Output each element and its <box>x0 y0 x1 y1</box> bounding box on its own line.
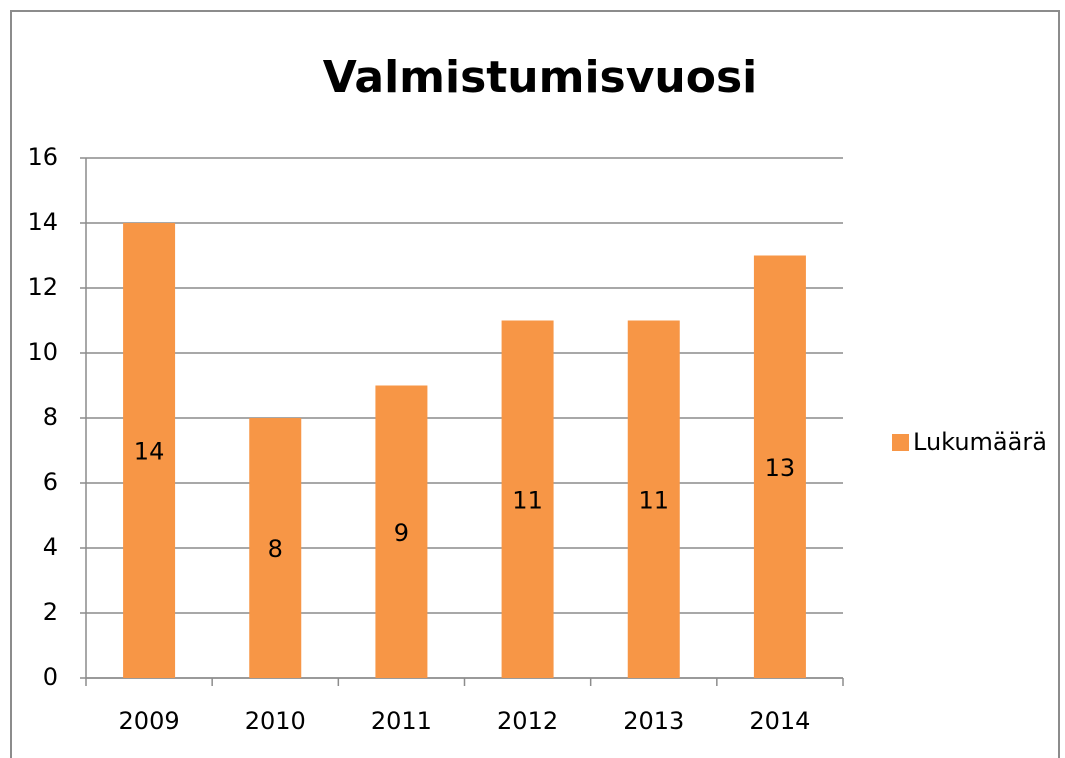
y-tick-label: 0 <box>43 663 58 691</box>
x-tick-label: 2011 <box>371 707 432 735</box>
bar <box>249 418 302 678</box>
data-label: 14 <box>134 438 165 466</box>
chart-title: Valmistumisvuosi <box>323 52 758 103</box>
y-tick-label: 14 <box>27 208 58 236</box>
data-label: 11 <box>638 486 669 514</box>
x-tick-label: 2014 <box>749 707 810 735</box>
y-tick-label: 4 <box>43 533 58 561</box>
y-tick-label: 16 <box>27 143 58 171</box>
chart-frame <box>10 10 1060 758</box>
legend-label: Lukumäärä <box>913 428 1047 456</box>
data-label: 9 <box>394 519 409 547</box>
x-tick-label: 2012 <box>497 707 558 735</box>
data-label: 8 <box>268 535 283 563</box>
data-label: 11 <box>512 486 543 514</box>
bar <box>501 320 554 678</box>
bar <box>627 320 680 678</box>
bar <box>375 385 428 678</box>
y-tick-label: 8 <box>43 403 58 431</box>
legend-swatch <box>892 434 909 451</box>
x-tick-label: 2009 <box>119 707 180 735</box>
bar <box>753 255 806 678</box>
y-tick-label: 6 <box>43 468 58 496</box>
y-tick-label: 12 <box>27 273 58 301</box>
y-tick-label: 2 <box>43 598 58 626</box>
x-tick-label: 2013 <box>623 707 684 735</box>
x-tick-label: 2010 <box>245 707 306 735</box>
data-label: 13 <box>765 454 796 482</box>
bar <box>123 223 176 678</box>
y-tick-label: 10 <box>27 338 58 366</box>
